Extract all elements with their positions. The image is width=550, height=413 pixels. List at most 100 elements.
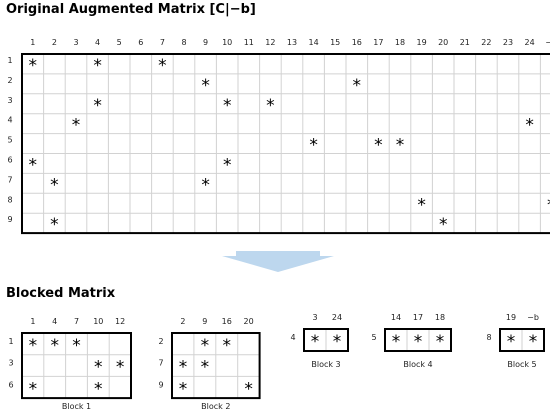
column-label: 16 xyxy=(352,38,362,47)
column-label: 12 xyxy=(265,38,275,47)
row-label: 6 xyxy=(7,156,12,165)
block-nonzero-mark: * xyxy=(29,379,38,399)
nonzero-mark: * xyxy=(29,156,38,176)
column-label: 10 xyxy=(222,38,232,47)
column-label: 1 xyxy=(30,38,35,47)
block-column-label: 16 xyxy=(222,317,232,326)
column-label: 8 xyxy=(181,38,186,47)
nonzero-mark: * xyxy=(29,56,38,76)
nonzero-mark: * xyxy=(417,195,426,215)
row-label: 7 xyxy=(7,175,12,184)
block-nonzero-mark: * xyxy=(201,336,210,356)
column-label: 13 xyxy=(287,38,297,47)
column-label: 14 xyxy=(309,38,319,47)
block-nonzero-mark: * xyxy=(201,358,210,378)
nonzero-mark: * xyxy=(201,175,210,195)
nonzero-mark: * xyxy=(266,96,275,116)
row-label: 4 xyxy=(7,116,12,125)
block-row-label: 3 xyxy=(8,359,13,368)
column-label: 15 xyxy=(330,38,340,47)
block-column-label: 9 xyxy=(202,317,207,326)
nonzero-mark: * xyxy=(72,116,81,136)
block-row-label: 2 xyxy=(158,337,163,346)
column-label: 4 xyxy=(95,38,100,47)
block-label: Block 3 xyxy=(311,360,340,369)
nonzero-mark: * xyxy=(525,116,534,136)
block-nonzero-mark: * xyxy=(116,358,125,378)
row-label: 9 xyxy=(7,215,12,224)
row-label: 2 xyxy=(7,76,12,85)
block-column-label: 4 xyxy=(52,317,57,326)
nonzero-mark: * xyxy=(547,195,550,215)
column-label: 3 xyxy=(73,38,78,47)
down-arrow-icon xyxy=(222,256,334,272)
column-label: 9 xyxy=(203,38,208,47)
column-label: 7 xyxy=(160,38,165,47)
block-border xyxy=(499,328,545,352)
arrow-stem xyxy=(236,251,320,256)
block-label: Block 5 xyxy=(507,360,536,369)
block-nonzero-mark: * xyxy=(29,336,38,356)
row-label: 1 xyxy=(7,56,12,65)
column-label: 18 xyxy=(395,38,405,47)
column-label: 6 xyxy=(138,38,143,47)
block-row-label: 1 xyxy=(8,337,13,346)
block-column-label: 17 xyxy=(413,313,423,322)
column-label: 20 xyxy=(438,38,448,47)
nonzero-mark: * xyxy=(353,76,362,96)
nonzero-mark: * xyxy=(309,136,318,156)
block-column-label: 2 xyxy=(180,317,185,326)
block-nonzero-mark: * xyxy=(72,336,81,356)
blocked-matrix-title: Blocked Matrix xyxy=(6,286,116,301)
column-label: 21 xyxy=(460,38,470,47)
block-row-label: 6 xyxy=(8,380,13,389)
column-label: 23 xyxy=(503,38,513,47)
block-column-label: −b xyxy=(527,313,539,322)
block-column-label: 18 xyxy=(435,313,445,322)
nonzero-mark: * xyxy=(396,136,405,156)
nonzero-mark: * xyxy=(158,56,167,76)
block-label: Block 2 xyxy=(201,402,230,411)
nonzero-mark: * xyxy=(50,215,59,235)
block-column-label: 3 xyxy=(312,313,317,322)
block-nonzero-mark: * xyxy=(94,379,103,399)
block-column-label: 20 xyxy=(244,317,254,326)
nonzero-mark: * xyxy=(223,156,232,176)
block-border xyxy=(384,328,452,352)
block-nonzero-mark: * xyxy=(414,332,423,352)
block-border xyxy=(303,328,349,352)
column-label: 2 xyxy=(52,38,57,47)
block-nonzero-mark: * xyxy=(392,332,401,352)
block-column-label: 7 xyxy=(74,317,79,326)
block-border xyxy=(171,332,261,400)
column-label: 22 xyxy=(481,38,491,47)
block-column-label: 14 xyxy=(391,313,401,322)
block-nonzero-mark: * xyxy=(244,379,253,399)
block-column-label: 1 xyxy=(30,317,35,326)
block-nonzero-mark: * xyxy=(333,332,342,352)
block-column-label: 12 xyxy=(115,317,125,326)
column-label: 11 xyxy=(244,38,254,47)
row-label: 3 xyxy=(7,96,12,105)
nonzero-mark: * xyxy=(201,76,210,96)
block-nonzero-mark: * xyxy=(529,332,538,352)
block-column-label: 24 xyxy=(332,313,342,322)
row-label: 8 xyxy=(7,195,12,204)
block-border xyxy=(21,332,132,400)
block-nonzero-mark: * xyxy=(223,336,232,356)
column-label: 17 xyxy=(373,38,383,47)
column-label: 24 xyxy=(525,38,535,47)
block-nonzero-mark: * xyxy=(179,358,188,378)
block-nonzero-mark: * xyxy=(507,332,516,352)
column-label: −b xyxy=(545,38,550,47)
block-column-label: 19 xyxy=(506,313,516,322)
column-label: 5 xyxy=(117,38,122,47)
nonzero-mark: * xyxy=(93,96,102,116)
block-row-label: 8 xyxy=(486,333,491,342)
block-nonzero-mark: * xyxy=(436,332,445,352)
original-matrix-title: Original Augmented Matrix [C|−b] xyxy=(6,2,256,17)
block-row-label: 5 xyxy=(371,333,376,342)
row-label: 5 xyxy=(7,136,12,145)
block-row-label: 9 xyxy=(158,380,163,389)
